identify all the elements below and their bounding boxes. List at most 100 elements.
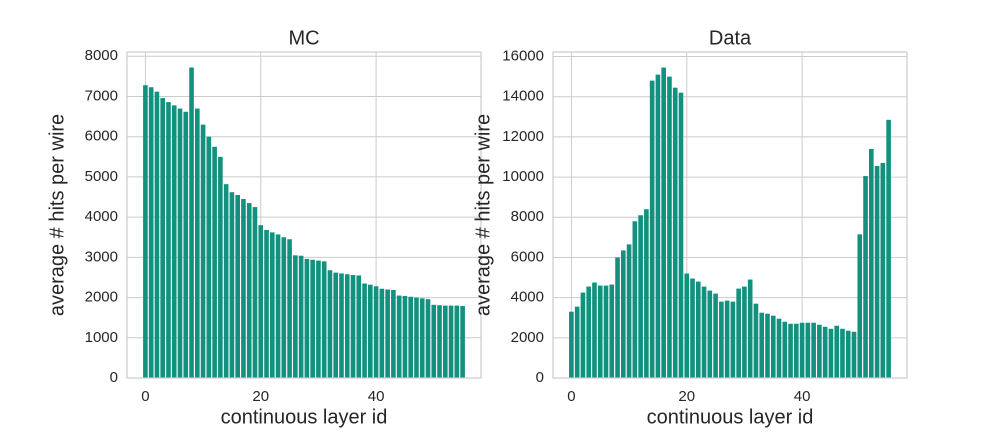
bar bbox=[574, 306, 580, 378]
bar bbox=[845, 330, 851, 378]
bar bbox=[863, 176, 868, 378]
bar bbox=[603, 285, 609, 378]
y-tick-label: 14000 bbox=[502, 88, 544, 105]
y-tick-label: 0 bbox=[110, 369, 118, 386]
bar bbox=[200, 124, 206, 378]
y-tick-label: 0 bbox=[536, 369, 544, 386]
bar bbox=[246, 203, 252, 378]
bar bbox=[753, 303, 759, 378]
axes-frame bbox=[126, 51, 482, 379]
bar bbox=[281, 237, 287, 378]
bar bbox=[310, 259, 315, 378]
bar bbox=[327, 270, 333, 378]
bar bbox=[212, 146, 217, 378]
bar bbox=[695, 281, 701, 378]
bar bbox=[840, 328, 845, 378]
bar bbox=[874, 166, 880, 378]
bar bbox=[851, 331, 857, 378]
bar bbox=[339, 273, 344, 378]
bar bbox=[586, 286, 592, 378]
bar bbox=[592, 282, 597, 378]
bar bbox=[275, 234, 281, 378]
bar bbox=[264, 230, 269, 378]
bar bbox=[794, 323, 799, 378]
bar bbox=[580, 292, 586, 378]
bar bbox=[166, 102, 171, 378]
bar bbox=[632, 221, 638, 378]
x-tick-label: 0 bbox=[567, 388, 575, 405]
bar bbox=[742, 286, 747, 378]
bar bbox=[880, 163, 886, 378]
y-tick-label: 4000 bbox=[85, 208, 118, 225]
bar bbox=[431, 304, 437, 378]
bar bbox=[194, 108, 200, 378]
y-tick-label: 10000 bbox=[502, 168, 544, 185]
bar bbox=[293, 255, 298, 378]
bar bbox=[811, 322, 816, 378]
bar bbox=[805, 322, 811, 378]
bar bbox=[304, 258, 310, 378]
bar bbox=[350, 275, 356, 378]
bar bbox=[460, 306, 465, 378]
bar bbox=[857, 234, 863, 378]
axes-frame bbox=[552, 51, 908, 379]
bar bbox=[258, 225, 264, 378]
y-tick-label: 6000 bbox=[511, 248, 544, 265]
y-tick-label: 2000 bbox=[511, 329, 544, 346]
bar bbox=[442, 305, 448, 378]
bar bbox=[448, 305, 454, 378]
bar bbox=[609, 284, 615, 378]
bar bbox=[667, 76, 672, 378]
x-axis-label: continuous layer id bbox=[221, 406, 388, 428]
y-tick-label: 5000 bbox=[85, 168, 118, 185]
bar bbox=[321, 261, 327, 378]
bar bbox=[834, 325, 840, 378]
bar bbox=[672, 87, 678, 379]
bar bbox=[713, 293, 718, 378]
bar bbox=[171, 105, 177, 378]
y-tick-label: 4000 bbox=[511, 289, 544, 306]
bar bbox=[776, 318, 782, 378]
bar bbox=[765, 313, 770, 378]
y-tick-label: 3000 bbox=[85, 248, 118, 265]
bar bbox=[730, 301, 736, 378]
bar bbox=[747, 279, 753, 378]
y-axis-label: average # hits per wire bbox=[46, 114, 68, 316]
bar bbox=[223, 184, 229, 378]
bar bbox=[379, 288, 385, 378]
bar bbox=[402, 295, 408, 378]
bar bbox=[362, 283, 367, 378]
y-tick-label: 16000 bbox=[502, 47, 544, 64]
bar bbox=[782, 321, 788, 378]
bar bbox=[333, 272, 339, 378]
bar bbox=[886, 119, 891, 379]
bar bbox=[799, 322, 805, 378]
bar bbox=[414, 297, 419, 378]
bar bbox=[690, 278, 695, 378]
bar bbox=[437, 305, 442, 378]
bar bbox=[396, 295, 402, 378]
bar bbox=[678, 92, 684, 379]
x-tick-label: 20 bbox=[678, 388, 695, 405]
bar bbox=[736, 288, 741, 378]
chart-title: MC bbox=[288, 27, 319, 49]
bar bbox=[649, 80, 655, 378]
bar bbox=[644, 209, 649, 378]
y-tick-label: 8000 bbox=[511, 208, 544, 225]
bar bbox=[218, 156, 223, 378]
bar bbox=[148, 87, 154, 379]
bar bbox=[252, 207, 258, 378]
bar bbox=[822, 326, 828, 378]
bar bbox=[597, 285, 603, 378]
bar bbox=[569, 311, 574, 378]
bar bbox=[770, 315, 776, 378]
bar bbox=[235, 195, 240, 378]
chart-title: Data bbox=[709, 27, 752, 49]
x-tick-label: 40 bbox=[794, 388, 811, 405]
bar bbox=[419, 298, 425, 378]
bar bbox=[229, 192, 235, 378]
bar bbox=[661, 67, 666, 378]
bar bbox=[638, 215, 643, 378]
bar bbox=[385, 289, 390, 378]
bar bbox=[707, 290, 713, 378]
